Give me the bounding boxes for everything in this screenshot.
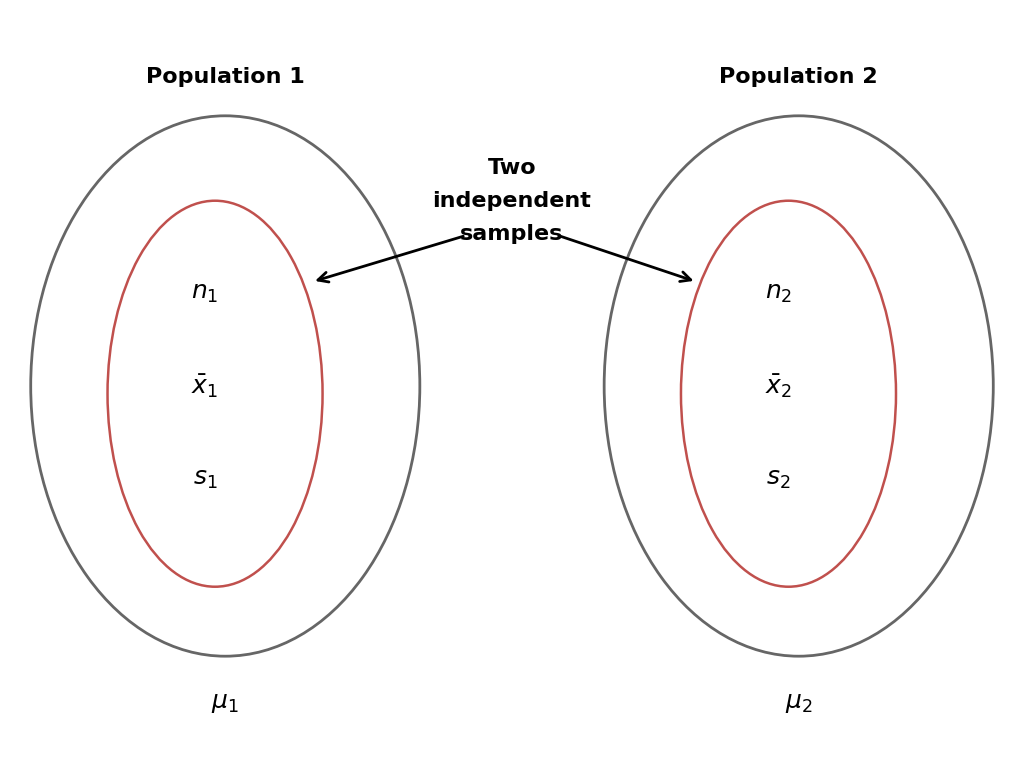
Text: $\bar{x}_2$: $\bar{x}_2$ [765, 372, 792, 400]
Text: $s_2$: $s_2$ [766, 466, 791, 491]
Text: Population 2: Population 2 [720, 67, 878, 87]
Text: Population 1: Population 1 [145, 67, 305, 87]
Text: $n_1$: $n_1$ [191, 281, 218, 306]
Text: $n_2$: $n_2$ [765, 281, 792, 306]
Text: Two
independent
samples: Two independent samples [432, 158, 592, 243]
Text: $\mu_1$: $\mu_1$ [211, 690, 240, 715]
Text: $\mu_2$: $\mu_2$ [785, 690, 812, 715]
Text: $\bar{x}_1$: $\bar{x}_1$ [191, 372, 218, 400]
Text: $s_1$: $s_1$ [193, 466, 217, 491]
